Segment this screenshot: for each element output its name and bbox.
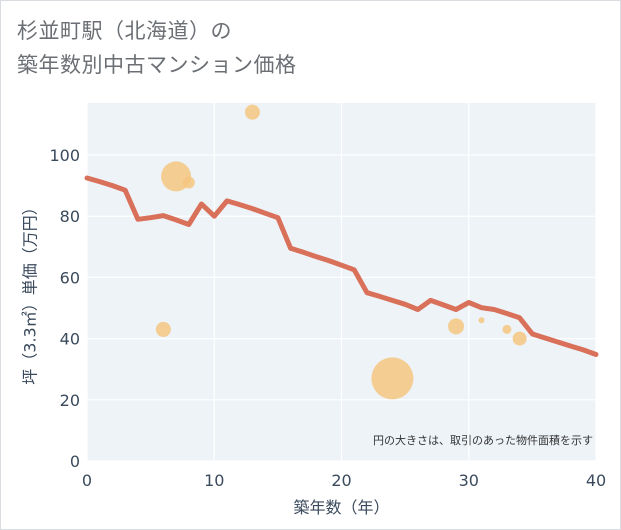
x-tick-label: 20 bbox=[331, 471, 351, 490]
y-tick-labels: 0 20 40 60 80 100 bbox=[49, 146, 80, 471]
x-tick-label: 40 bbox=[586, 471, 606, 490]
y-axis-label: 坪（3.3㎡）単価（万円） bbox=[21, 199, 40, 384]
bubble-size-note: 円の大きさは、取引のあった物件面積を示す bbox=[373, 433, 593, 447]
price-line bbox=[84, 175, 599, 357]
transaction-bubble bbox=[448, 318, 465, 335]
y-tick-label: 60 bbox=[60, 268, 80, 287]
x-tick-label: 10 bbox=[204, 471, 224, 490]
transaction-bubble bbox=[512, 331, 527, 346]
y-tick-label: 40 bbox=[60, 330, 80, 349]
transaction-bubble bbox=[182, 176, 195, 189]
price-line-series bbox=[84, 175, 599, 357]
y-tick-label: 20 bbox=[60, 391, 80, 410]
x-axis-label: 築年数（年） bbox=[293, 498, 389, 517]
x-tick-label: 0 bbox=[82, 471, 92, 490]
chart-title: 杉並町駅（北海道）の 築年数別中古マンション価格 bbox=[17, 14, 577, 82]
transaction-bubble bbox=[478, 317, 485, 324]
bubble-series bbox=[155, 104, 527, 400]
grid-lines bbox=[86, 103, 597, 462]
title-line-2: 築年数別中古マンション価格 bbox=[17, 53, 297, 77]
transaction-bubble bbox=[502, 324, 512, 334]
transaction-bubble bbox=[155, 321, 171, 337]
y-tick-label: 100 bbox=[49, 146, 80, 165]
x-tick-labels: 0 10 20 30 40 bbox=[82, 471, 606, 490]
title-line-1: 杉並町駅（北海道）の bbox=[17, 19, 232, 43]
y-tick-label: 0 bbox=[70, 452, 80, 471]
x-tick-label: 30 bbox=[459, 471, 479, 490]
y-tick-label: 80 bbox=[60, 207, 80, 226]
transaction-bubble bbox=[244, 104, 260, 120]
transaction-bubble bbox=[371, 357, 414, 400]
